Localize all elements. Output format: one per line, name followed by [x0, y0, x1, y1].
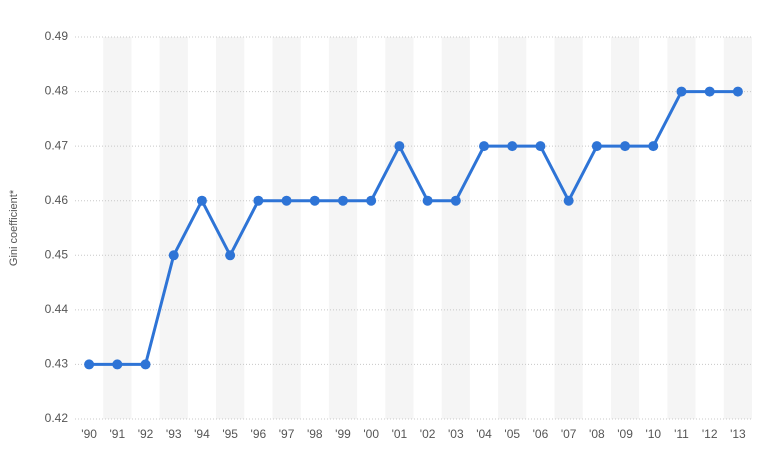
x-tick-label: '00 [363, 427, 379, 441]
column-band [441, 37, 470, 419]
point [535, 141, 546, 152]
x-tick-label: '90 [81, 427, 97, 441]
y-tick-label: 0.48 [45, 84, 69, 98]
column-band [723, 37, 752, 419]
x-tick-label: '94 [194, 427, 210, 441]
x-tick-label: '01 [392, 427, 408, 441]
point [366, 195, 377, 206]
column-band [554, 37, 583, 419]
x-tick-label: '93 [166, 427, 182, 441]
point [196, 195, 207, 206]
y-tick-label: 0.44 [45, 302, 69, 316]
column-band [272, 37, 301, 419]
point [648, 141, 659, 152]
column-band [610, 37, 640, 419]
point [507, 141, 518, 152]
x-tick-label: '06 [533, 427, 549, 441]
y-tick-label: 0.45 [45, 247, 69, 261]
point [591, 141, 602, 152]
x-tick-label: '05 [504, 427, 520, 441]
x-tick-label: '99 [335, 427, 351, 441]
point [225, 250, 236, 261]
point [168, 250, 179, 261]
y-tick-label: 0.43 [45, 357, 69, 371]
x-tick-label: '92 [138, 427, 154, 441]
point [253, 195, 264, 206]
column-band [667, 37, 696, 419]
point [337, 195, 348, 206]
x-tick-label: '98 [307, 427, 323, 441]
point [112, 359, 123, 370]
x-tick-label: '91 [109, 427, 125, 441]
x-tick-label: '12 [702, 427, 718, 441]
point [394, 141, 405, 152]
y-tick-label: 0.42 [45, 411, 69, 425]
point [704, 86, 715, 97]
point [732, 86, 743, 97]
y-axis-label: Gini coefficient* [8, 189, 20, 266]
column-band [159, 37, 188, 419]
x-tick-label: '97 [279, 427, 295, 441]
y-tick-label: 0.49 [45, 29, 69, 43]
point [676, 86, 687, 97]
column-band [103, 37, 132, 419]
y-tick-label: 0.47 [45, 138, 69, 152]
x-tick-label: '03 [448, 427, 464, 441]
point [620, 141, 631, 152]
x-tick-label: '07 [561, 427, 577, 441]
column-band [216, 37, 245, 419]
point [422, 195, 433, 206]
x-tick-label: '04 [476, 427, 492, 441]
x-tick-label: '95 [222, 427, 238, 441]
x-tick-label: '11 [674, 427, 689, 441]
point [281, 195, 292, 206]
x-tick-label: '08 [589, 427, 605, 441]
point [563, 195, 574, 206]
point [479, 141, 490, 152]
x-tick-label: '09 [617, 427, 633, 441]
point [84, 359, 95, 370]
column-band [328, 37, 358, 419]
point [309, 195, 320, 206]
x-tick-label: '96 [251, 427, 267, 441]
x-tick-label: '10 [645, 427, 661, 441]
column-band [498, 37, 527, 419]
point [450, 195, 461, 206]
column-band [385, 37, 414, 419]
y-tick-label: 0.46 [45, 193, 69, 207]
x-tick-label: '02 [420, 427, 436, 441]
x-tick-label: '13 [730, 427, 746, 441]
point [140, 359, 151, 370]
